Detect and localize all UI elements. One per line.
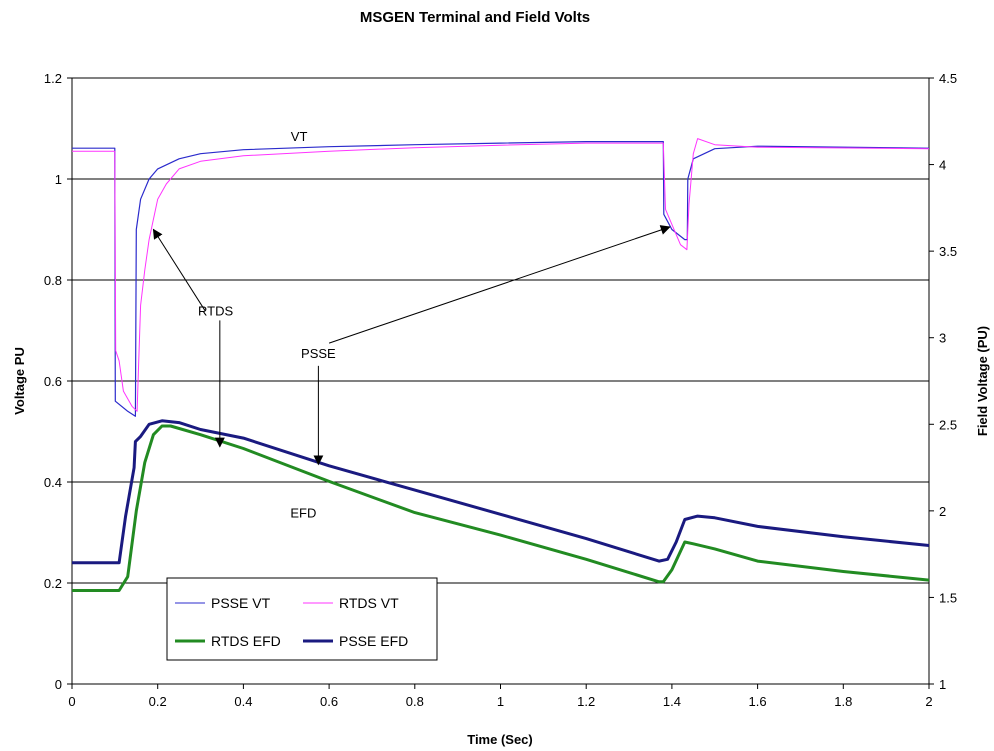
annotations: VT EFD RTDS PSSE	[198, 129, 336, 520]
y2-tick-label: 1.5	[939, 590, 957, 605]
y2-tick-label: 4.5	[939, 71, 957, 86]
y-axis-right: 1 1.5 2 2.5 3 3.5 4 4.5	[929, 71, 957, 692]
y-tick-label: 1	[55, 172, 62, 187]
x-tick-label: 1.8	[834, 694, 852, 709]
series-line-psse-efd	[72, 419, 930, 565]
y2-tick-label: 3	[939, 331, 946, 346]
annotation-arrow	[328, 225, 671, 344]
x-axis-label: Time (Sec)	[467, 732, 533, 747]
legend-label: PSSE EFD	[339, 633, 408, 649]
y-axis-label: Voltage PU	[12, 347, 27, 415]
legend-label: RTDS EFD	[211, 633, 281, 649]
x-tick-label: 1.4	[663, 694, 681, 709]
gridlines	[72, 178, 929, 584]
y-tick-label: 0.2	[44, 576, 62, 591]
y2-tick-label: 1	[939, 677, 946, 692]
annotation-label-psse: PSSE	[301, 346, 336, 361]
series-group	[72, 138, 930, 592]
annotation-arrows	[152, 225, 671, 466]
x-tick-label: 0	[68, 694, 75, 709]
x-tick-label: 2	[925, 694, 932, 709]
y2-axis-label: Field Voltage (PU)	[975, 326, 990, 436]
legend: PSSE VT RTDS VT RTDS EFD PSSE EFD	[166, 577, 438, 661]
x-tick-label: 0.4	[234, 694, 252, 709]
y-tick-label: 0.4	[44, 475, 62, 490]
y-tick-label: 0.8	[44, 273, 62, 288]
y-tick-label: 0.6	[44, 374, 62, 389]
x-tick-label: 1	[497, 694, 504, 709]
y2-tick-label: 3.5	[939, 244, 957, 259]
x-tick-label: 1.6	[749, 694, 767, 709]
y2-tick-label: 2.5	[939, 417, 957, 432]
y2-tick-label: 2	[939, 504, 946, 519]
legend-label: PSSE VT	[211, 595, 271, 611]
annotation-arrow	[152, 228, 206, 311]
y-tick-label: 0	[55, 677, 62, 692]
series-line-rtds-vt	[72, 138, 930, 412]
x-tick-label: 0.6	[320, 694, 338, 709]
legend-box	[166, 577, 438, 661]
x-axis: 0 0.2 0.4 0.6 0.8 1 1.2 1.4 1.6 1.8 2	[68, 684, 933, 709]
y-tick-label: 1.2	[44, 71, 62, 86]
legend-label: RTDS VT	[339, 595, 399, 611]
series-line-psse-vt	[72, 141, 930, 417]
y2-tick-label: 4	[939, 158, 946, 173]
annotation-label-rtds: RTDS	[198, 303, 233, 318]
annotation-label-efd: EFD	[290, 505, 316, 520]
series-line-rtds-efd	[72, 424, 930, 592]
annotation-label-vt: VT	[291, 129, 308, 144]
chart-title: MSGEN Terminal and Field Volts	[360, 9, 590, 26]
x-tick-label: 1.2	[577, 694, 595, 709]
y-axis-left: 0 0.2 0.4 0.6 0.8 1 1.2	[44, 71, 72, 692]
x-tick-label: 0.2	[149, 694, 167, 709]
x-tick-label: 0.8	[406, 694, 424, 709]
